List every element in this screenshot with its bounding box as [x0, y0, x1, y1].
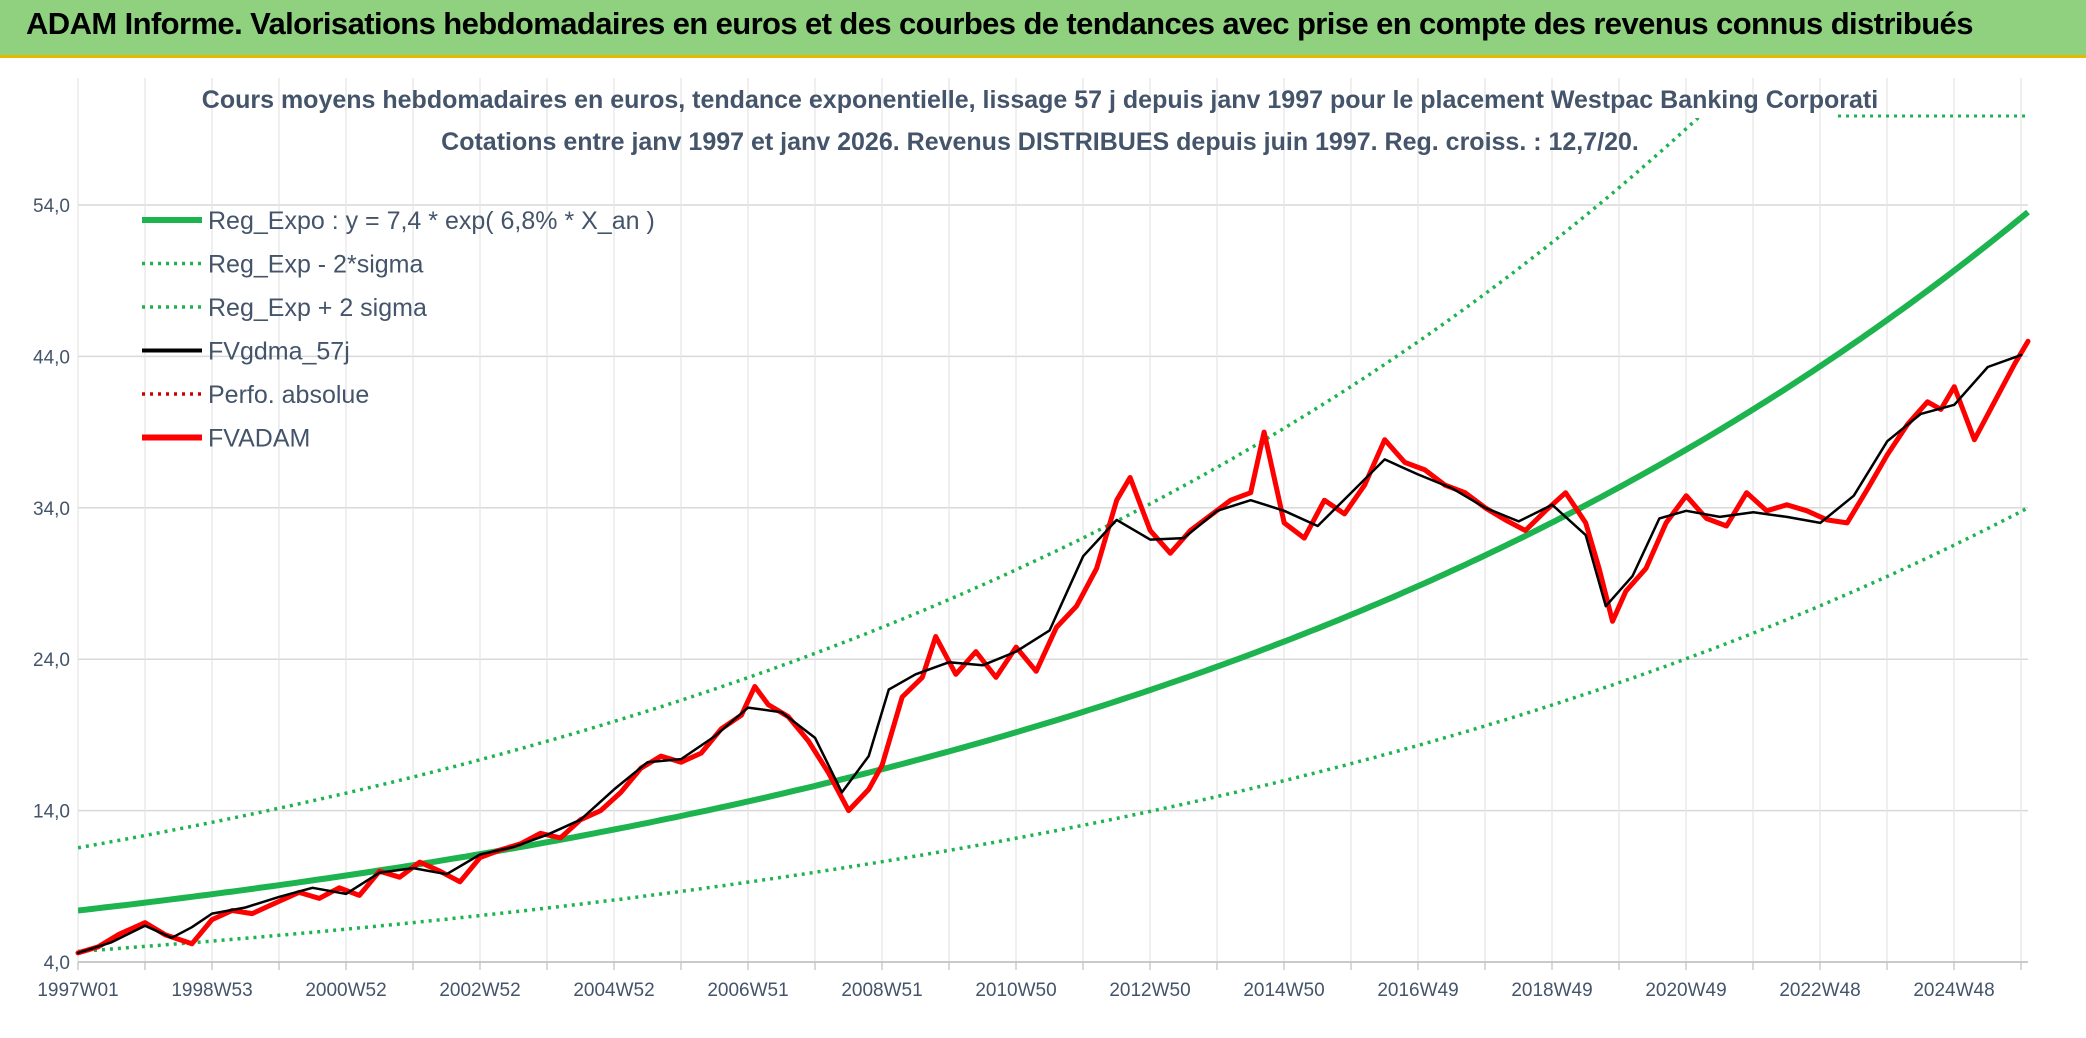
- x-tick-label: 2020W49: [1645, 980, 1726, 1001]
- chart-title-line1: Cours moyens hebdomadaires en euros, ten…: [202, 86, 1878, 114]
- y-tick-label: 14,0: [33, 802, 70, 823]
- x-tick-label: 2014W50: [1243, 980, 1324, 1001]
- x-tick-label: 2008W51: [841, 980, 922, 1001]
- x-tick-label: 2016W49: [1377, 980, 1458, 1001]
- x-tick-label: 1997W01: [37, 980, 118, 1001]
- y-tick-label: 4,0: [44, 953, 70, 974]
- y-tick-label: 44,0: [33, 347, 70, 368]
- series-reg-expo: [78, 209, 2030, 914]
- y-axis: 4,0 14,0 24,0 34,0 44,0 54,0: [33, 196, 70, 974]
- x-tick-label: 2018W49: [1511, 980, 1592, 1001]
- chart: Cours moyens hebdomadaires en euros, ten…: [0, 58, 2086, 1038]
- x-axis: 1997W01 1998W53 2000W52 2002W52 2004W52 2006W…: [37, 962, 2022, 1001]
- x-tick-label: 2002W52: [439, 980, 520, 1001]
- legend-label: FVADAM: [208, 425, 310, 453]
- legend-label: Perfo. absolue: [208, 381, 369, 409]
- x-tick-label: 2024W48: [1913, 980, 1994, 1001]
- x-tick-label: 2022W48: [1779, 980, 1860, 1001]
- series-fvgdma-57j: [76, 353, 2023, 955]
- y-tick-label: 34,0: [33, 499, 70, 520]
- x-tick-label: 2000W52: [305, 980, 386, 1001]
- report-title: ADAM Informe. Valorisations hebdomadaire…: [26, 6, 1973, 41]
- legend-label: Reg_Exp + 2 sigma: [208, 294, 427, 322]
- y-tick-label: 54,0: [33, 196, 70, 217]
- x-tick-label: 2006W51: [707, 980, 788, 1001]
- legend-label: Reg_Exp - 2*sigma: [208, 251, 423, 279]
- x-tick-label: 2004W52: [573, 980, 654, 1001]
- y-tick-label: 24,0: [33, 650, 70, 671]
- grid: [77, 78, 2028, 963]
- series-fvadam: [75, 338, 2031, 956]
- x-tick-label: 1998W53: [171, 980, 252, 1001]
- legend: Reg_Expo : y = 7,4 * exp( 6,8% * X_an ) R…: [142, 207, 655, 453]
- series-reg-minus-2sigma: [78, 506, 2029, 954]
- report-banner: ADAM Informe. Valorisations hebdomadaire…: [0, 0, 2086, 58]
- x-tick-label: 2012W50: [1109, 980, 1190, 1001]
- legend-label: FVgdma_57j: [208, 338, 350, 366]
- legend-label: Reg_Expo : y = 7,4 * exp( 6,8% * X_an ): [208, 207, 655, 235]
- x-tick-label: 2010W50: [975, 980, 1056, 1001]
- chart-title-line2: Cotations entre janv 1997 et janv 2026. …: [441, 128, 1639, 156]
- series-group: [75, 118, 2031, 956]
